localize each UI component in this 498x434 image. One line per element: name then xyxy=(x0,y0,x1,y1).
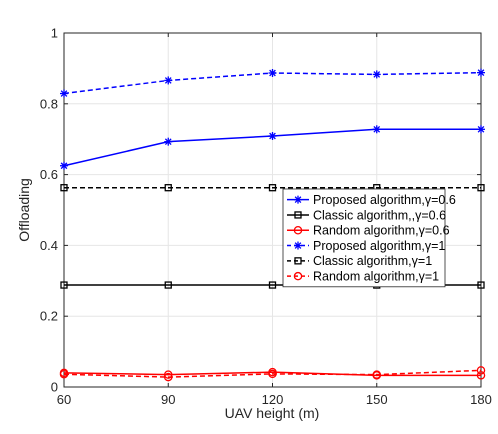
data-point xyxy=(163,370,173,379)
y-tick-label: 0.2 xyxy=(40,309,58,324)
legend-label: Classic algorithm,γ=1 xyxy=(313,254,432,268)
x-axis-title: UAV height (m) xyxy=(225,405,320,421)
x-tick-label: 60 xyxy=(57,392,71,407)
series-0 xyxy=(60,125,485,170)
legend-marker xyxy=(294,257,302,265)
legend-label: Classic algorithm,,γ=0.6 xyxy=(313,208,446,222)
series-5 xyxy=(59,366,486,382)
x-tick-label: 120 xyxy=(262,392,284,407)
data-point xyxy=(372,370,381,379)
data-point xyxy=(372,125,381,134)
legend-marker xyxy=(293,271,303,281)
data-point xyxy=(268,369,277,379)
series-line xyxy=(63,371,481,377)
y-tick-label: 0.6 xyxy=(40,167,58,182)
series-3 xyxy=(60,68,485,98)
data-point xyxy=(268,132,277,141)
data-point xyxy=(164,137,173,146)
data-point xyxy=(476,366,486,375)
legend-item: Random algorithm,γ=1 xyxy=(287,269,439,283)
legend-item: Random algorithm,γ=0.6 xyxy=(287,224,450,238)
legend-box xyxy=(282,188,446,288)
legend-marker xyxy=(294,195,302,204)
tick-labels: 60 90 120 150 180 0 0.2 0.4 0.6 0.8 1 xyxy=(40,26,492,408)
data-point xyxy=(372,70,381,79)
data-point xyxy=(477,125,485,134)
legend-marker xyxy=(294,241,302,250)
data-point xyxy=(59,370,69,379)
data-point xyxy=(477,184,485,192)
data-point xyxy=(268,281,277,289)
series-line xyxy=(63,369,482,378)
legend-item: Proposed algorithm,γ=0.6 xyxy=(287,193,456,207)
legend-label: Random algorithm,γ=0.6 xyxy=(313,224,450,238)
legend-marker xyxy=(294,211,302,219)
x-tick-label: 150 xyxy=(366,392,388,407)
data-point xyxy=(60,281,68,289)
y-tick-label: 1 xyxy=(51,26,58,41)
legend-label: Random algorithm,γ=1 xyxy=(313,269,439,283)
legend-label: Proposed algorithm,γ=0.6 xyxy=(313,193,456,207)
data-point xyxy=(164,281,172,289)
data-point xyxy=(163,372,173,382)
legend-item: Classic algorithm,γ=1 xyxy=(287,254,432,268)
y-axis-title: Offloading xyxy=(16,178,32,242)
data-point xyxy=(477,68,485,77)
series-4 xyxy=(60,184,485,192)
legend-marker xyxy=(293,225,303,235)
data-point xyxy=(164,184,172,192)
data-point xyxy=(60,89,68,98)
y-tick-label: 0.4 xyxy=(40,238,58,253)
legend-label: Proposed algorithm,γ=1 xyxy=(313,239,445,253)
data-point xyxy=(268,184,277,192)
legend-item: Proposed algorithm,γ=1 xyxy=(287,239,445,253)
axes xyxy=(63,32,482,388)
data-point xyxy=(164,76,173,85)
y-tick-label: 0 xyxy=(51,380,58,395)
data-point xyxy=(60,184,68,192)
x-tick-label: 90 xyxy=(161,392,175,407)
data-point xyxy=(60,161,68,170)
data-point xyxy=(476,371,486,380)
data-point xyxy=(477,281,485,289)
x-tick-label: 180 xyxy=(470,392,492,407)
y-tick-label: 0.8 xyxy=(40,96,58,111)
data-point xyxy=(268,69,277,78)
axes-box xyxy=(63,32,482,388)
legend-item: Classic algorithm,,γ=0.6 xyxy=(287,208,446,222)
